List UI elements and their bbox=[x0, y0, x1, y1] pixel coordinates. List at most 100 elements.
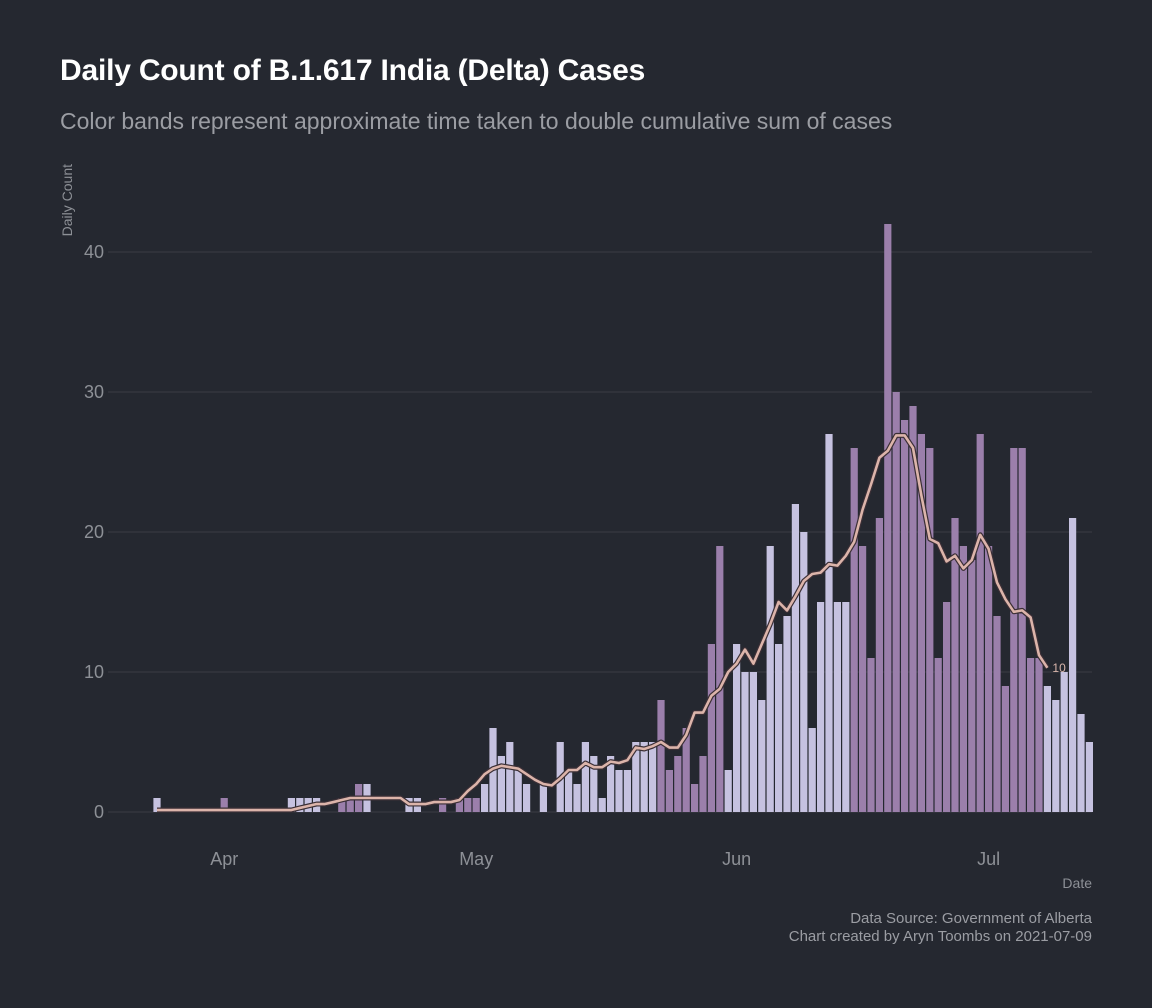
bar bbox=[800, 532, 808, 812]
bar bbox=[833, 602, 841, 812]
bar bbox=[741, 672, 749, 812]
bar bbox=[716, 546, 724, 812]
bar bbox=[346, 798, 354, 812]
bar bbox=[926, 448, 934, 812]
bar bbox=[943, 602, 951, 812]
bar bbox=[976, 434, 984, 812]
bar bbox=[1001, 686, 1009, 812]
bar bbox=[296, 798, 304, 812]
bar bbox=[338, 798, 346, 812]
bar bbox=[497, 756, 505, 812]
bar bbox=[733, 644, 741, 812]
y-tick-label: 20 bbox=[84, 522, 104, 542]
y-tick-label: 0 bbox=[94, 802, 104, 822]
bar bbox=[153, 798, 161, 812]
bar bbox=[1027, 658, 1035, 812]
bar bbox=[985, 546, 993, 812]
bar bbox=[1069, 518, 1077, 812]
y-tick-label: 10 bbox=[84, 662, 104, 682]
bar bbox=[632, 742, 640, 812]
x-axis-title: Date bbox=[1062, 875, 1092, 891]
bar bbox=[842, 602, 850, 812]
bar bbox=[959, 546, 967, 812]
bar bbox=[623, 770, 631, 812]
bar bbox=[859, 546, 867, 812]
bar bbox=[565, 770, 573, 812]
bar bbox=[1077, 714, 1085, 812]
bar bbox=[439, 798, 447, 812]
bar bbox=[615, 770, 623, 812]
x-tick-label: Jun bbox=[722, 849, 751, 869]
bar bbox=[707, 644, 715, 812]
bar bbox=[674, 756, 682, 812]
y-tick-label: 30 bbox=[84, 382, 104, 402]
bar bbox=[825, 434, 833, 812]
bar bbox=[934, 658, 942, 812]
bar bbox=[455, 798, 463, 812]
bar bbox=[791, 504, 799, 812]
bar bbox=[758, 700, 766, 812]
bar bbox=[817, 602, 825, 812]
bar bbox=[808, 728, 816, 812]
bar bbox=[657, 700, 665, 812]
bar bbox=[1043, 686, 1051, 812]
caption-source: Data Source: Government of Alberta bbox=[850, 910, 1092, 927]
bar bbox=[1085, 742, 1093, 812]
bar bbox=[1060, 672, 1068, 812]
y-axis-title: Daily Count bbox=[59, 164, 75, 236]
bar bbox=[506, 742, 514, 812]
bar bbox=[951, 518, 959, 812]
rolling-average-end-label: 10 bbox=[1052, 661, 1066, 675]
bar bbox=[523, 784, 531, 812]
bar bbox=[968, 560, 976, 812]
bar bbox=[1052, 700, 1060, 812]
bar bbox=[1010, 448, 1018, 812]
bar bbox=[783, 616, 791, 812]
bar bbox=[649, 742, 657, 812]
bar bbox=[581, 742, 589, 812]
bar bbox=[220, 798, 228, 812]
bar bbox=[665, 770, 673, 812]
bar bbox=[892, 392, 900, 812]
bar bbox=[607, 756, 615, 812]
bar bbox=[917, 434, 925, 812]
x-tick-label: Jul bbox=[977, 849, 1000, 869]
bar bbox=[640, 742, 648, 812]
bar bbox=[691, 784, 699, 812]
bar bbox=[539, 784, 547, 812]
bar bbox=[514, 770, 522, 812]
bar bbox=[1035, 658, 1043, 812]
y-tick-label: 40 bbox=[84, 242, 104, 262]
bar bbox=[875, 518, 883, 812]
bar bbox=[472, 798, 480, 812]
bar bbox=[724, 770, 732, 812]
chart-caption: Data Source: Government of Alberta Chart… bbox=[789, 910, 1092, 946]
x-tick-label: May bbox=[459, 849, 493, 869]
bar bbox=[590, 756, 598, 812]
bar bbox=[1018, 448, 1026, 812]
bar bbox=[573, 784, 581, 812]
axis-layer: 0 10 20 30 40 Apr May Jun Jul Date Daily Count bbox=[59, 164, 1092, 891]
chart-title: Daily Count of B.1.617 India (Delta) Cas… bbox=[60, 54, 646, 87]
bar bbox=[884, 224, 892, 812]
bar bbox=[867, 658, 875, 812]
x-tick-label: Apr bbox=[210, 849, 238, 869]
caption-credit: Chart created by Aryn Toombs on 2021-07-… bbox=[788, 928, 1092, 945]
bar bbox=[287, 798, 295, 812]
bar bbox=[749, 672, 757, 812]
line-layer: 10 bbox=[157, 432, 1066, 813]
bar bbox=[699, 756, 707, 812]
bar-layer bbox=[153, 224, 1093, 812]
bar bbox=[993, 616, 1001, 812]
rolling-average-line bbox=[157, 434, 1049, 812]
bar bbox=[850, 448, 858, 812]
bar bbox=[909, 406, 917, 812]
bar bbox=[464, 798, 472, 812]
bar bbox=[775, 644, 783, 812]
bar bbox=[598, 798, 606, 812]
bar bbox=[682, 728, 690, 812]
chart-subtitle: Color bands represent approximate time t… bbox=[60, 108, 893, 134]
bar bbox=[766, 546, 774, 812]
bar bbox=[481, 784, 489, 812]
